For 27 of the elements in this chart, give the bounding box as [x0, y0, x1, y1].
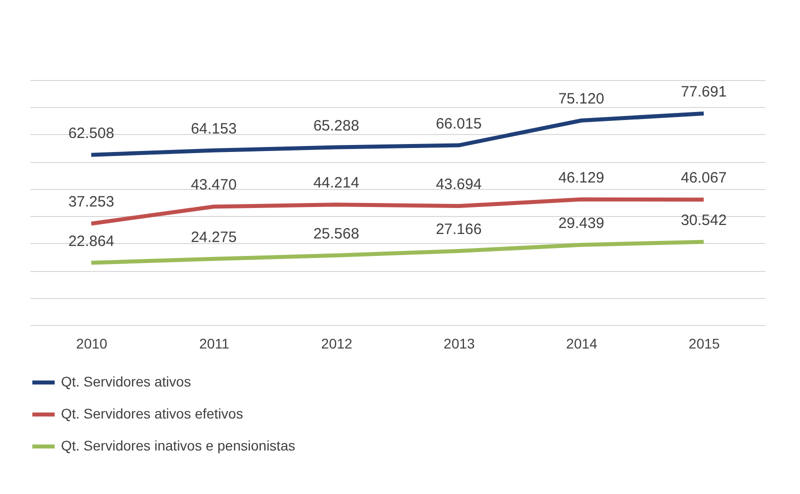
- data-label: 44.214: [313, 174, 360, 192]
- legend-label: Qt. Servidores ativos: [61, 374, 191, 390]
- x-tick-label: 2013: [444, 336, 476, 352]
- data-label: 65.288: [313, 117, 360, 134]
- data-label: 37.253: [68, 194, 114, 211]
- data-label: 66.015: [436, 115, 482, 132]
- x-tick-label: 2012: [321, 336, 353, 352]
- legend-label: Qt. Servidores inativos e pensionistas: [61, 438, 296, 454]
- data-label: 43.470: [190, 176, 237, 194]
- data-label: 30.542: [680, 212, 727, 229]
- data-label: 46.067: [680, 170, 727, 187]
- data-label: 46.129: [558, 169, 604, 186]
- x-tick-label: 2010: [76, 336, 108, 352]
- data-label: 43.694: [436, 176, 482, 194]
- data-label: 64.153: [190, 120, 237, 138]
- data-label: 29.439: [558, 214, 604, 232]
- data-label: 27.166: [436, 221, 482, 238]
- data-label: 75.120: [558, 90, 604, 108]
- data-label: 25.568: [313, 225, 360, 242]
- data-label: 22.864: [68, 232, 114, 250]
- x-tick-label: 2014: [566, 336, 598, 352]
- legend-label: Qt. Servidores ativos efetivos: [61, 406, 244, 422]
- data-label: 62.508: [68, 124, 114, 142]
- data-label: 24.275: [190, 228, 237, 246]
- x-tick-label: 2015: [688, 336, 720, 352]
- data-label: 77.691: [680, 84, 727, 101]
- x-tick-label: 2011: [199, 336, 230, 352]
